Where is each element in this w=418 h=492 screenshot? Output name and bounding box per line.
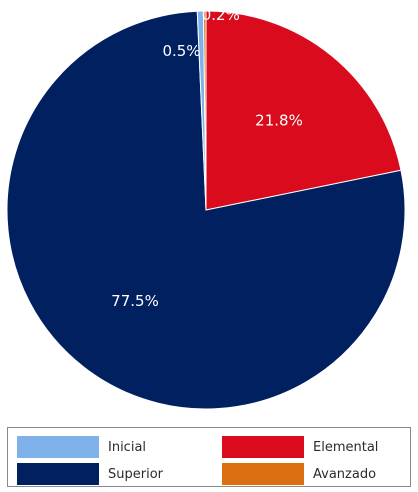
legend: Inicial Elemental Superior Avanzado [7,427,411,487]
pie-chart: 21.8% 77.5% 0.5%0.2% [6,6,406,410]
legend-label-superior: Superior [108,466,163,482]
legend-label-elemental: Elemental [313,439,379,455]
pie-slice-elemental [205,10,402,211]
legend-item-superior: Superior [17,463,163,485]
pie-slice-avanzado [202,10,207,211]
legend-label-inicial: Inicial [108,439,147,455]
slice-label-avanzado: 0.2% [202,6,240,24]
legend-item-inicial: Inicial [17,436,146,458]
legend-label-avanzado: Avanzado [313,466,377,482]
legend-item-avanzado: Avanzado [222,463,376,485]
slice-label-elemental: 21.8% [255,112,303,130]
slice-label-inicial: 0.5% [162,42,200,60]
legend-swatch-inicial [17,436,99,458]
pie-slice-superior [6,10,406,410]
legend-swatch-elemental [222,436,304,458]
legend-item-elemental: Elemental [222,436,378,458]
legend-swatch-superior [17,463,99,485]
legend-swatch-avanzado [222,463,304,485]
slice-label-superior: 77.5% [111,292,159,310]
